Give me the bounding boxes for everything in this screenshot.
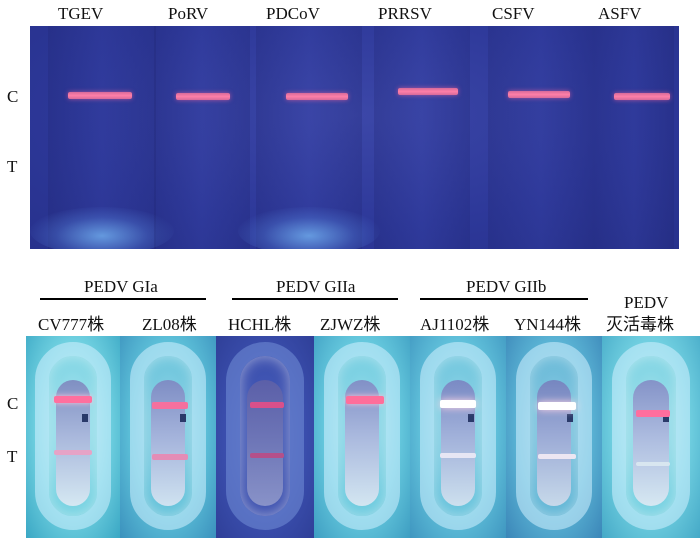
test-line-yn144: [538, 454, 576, 459]
strip-prrsv: [374, 26, 470, 249]
inactivated-label-line2: 灭活毒株: [606, 315, 674, 334]
control-line-prrsv: [398, 88, 458, 95]
lane-label-pdcov: PDCoV: [266, 4, 320, 23]
control-line-tgev: [68, 92, 132, 99]
strain-label-cv777: CV777株: [38, 315, 105, 334]
lane-label-porv: PoRV: [168, 4, 209, 23]
cassette-hchl: [216, 336, 314, 538]
strain-label-zl08: ZL08株: [142, 315, 197, 334]
bottom-test-row-label: T: [7, 447, 18, 466]
control-line-asfv: [614, 93, 670, 100]
strain-label-zjwz: ZJWZ株: [320, 315, 381, 334]
group-label-giib: PEDV GIIb: [466, 277, 547, 296]
top-test-row-label: T: [7, 157, 18, 176]
cassette-cv777: [26, 336, 120, 538]
group-label-gia: PEDV GIa: [84, 277, 158, 296]
cassette-yn144: [506, 336, 602, 538]
lane-label-tgev: TGEV: [58, 4, 104, 23]
test-line-cv777: [54, 450, 92, 455]
strain-label-hchl: HCHL株: [228, 315, 292, 334]
lane-label-prrsv: PRRSV: [378, 4, 432, 23]
strip-porv: [154, 26, 250, 249]
top-control-row-label: C: [7, 87, 19, 106]
control-line-aj1102: [440, 400, 476, 408]
group-rule-gia: [40, 298, 206, 300]
control-line-pdcov: [286, 93, 348, 100]
group-rule-giia: [232, 298, 398, 300]
lane-label-asfv: ASFV: [598, 4, 642, 23]
test-line-zl08: [152, 454, 188, 460]
top-strip-photo: [30, 26, 679, 249]
group-rule-giib: [420, 298, 588, 300]
cassette-zjwz: [314, 336, 410, 538]
strip-csfv: [488, 26, 594, 249]
strain-label-aj1102: AJ1102株: [420, 315, 490, 334]
strip-pdcov: [238, 26, 380, 249]
control-line-yn144: [538, 402, 576, 410]
group-label-giia: PEDV GIIa: [276, 277, 356, 296]
control-line-inactivated: [636, 410, 670, 417]
control-line-zl08: [152, 402, 188, 409]
control-line-hchl: [250, 402, 284, 408]
cassette-zl08: [120, 336, 216, 538]
cassette-inactivated: [602, 336, 700, 538]
cassette-aj1102: [410, 336, 506, 538]
inactivated-label-line1: PEDV: [624, 293, 669, 312]
strip-tgev: [30, 26, 174, 249]
lane-label-csfv: CSFV: [492, 4, 535, 23]
control-line-cv777: [54, 396, 92, 403]
test-line-inactivated: [636, 462, 670, 466]
strip-asfv: [594, 26, 674, 249]
control-line-porv: [176, 93, 230, 100]
bottom-control-row-label: C: [7, 394, 19, 413]
strain-label-yn144: YN144株: [514, 315, 582, 334]
test-line-hchl: [250, 453, 284, 458]
control-line-csfv: [508, 91, 570, 98]
test-line-aj1102: [440, 453, 476, 458]
control-line-zjwz: [346, 396, 384, 404]
